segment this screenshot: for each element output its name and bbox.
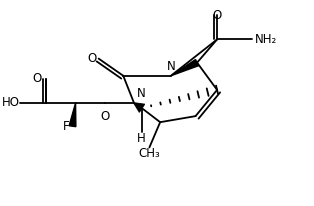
Text: O: O xyxy=(32,72,41,85)
Text: CH₃: CH₃ xyxy=(138,147,160,160)
Text: O: O xyxy=(213,9,222,22)
Text: N: N xyxy=(137,87,146,100)
Text: N: N xyxy=(166,60,175,73)
Text: NH₂: NH₂ xyxy=(254,33,277,46)
Polygon shape xyxy=(69,103,76,127)
Text: H: H xyxy=(137,132,146,145)
Text: O: O xyxy=(87,52,97,65)
Text: HO: HO xyxy=(2,96,20,110)
Text: O: O xyxy=(100,110,109,123)
Polygon shape xyxy=(171,60,199,76)
Text: F: F xyxy=(63,120,69,133)
